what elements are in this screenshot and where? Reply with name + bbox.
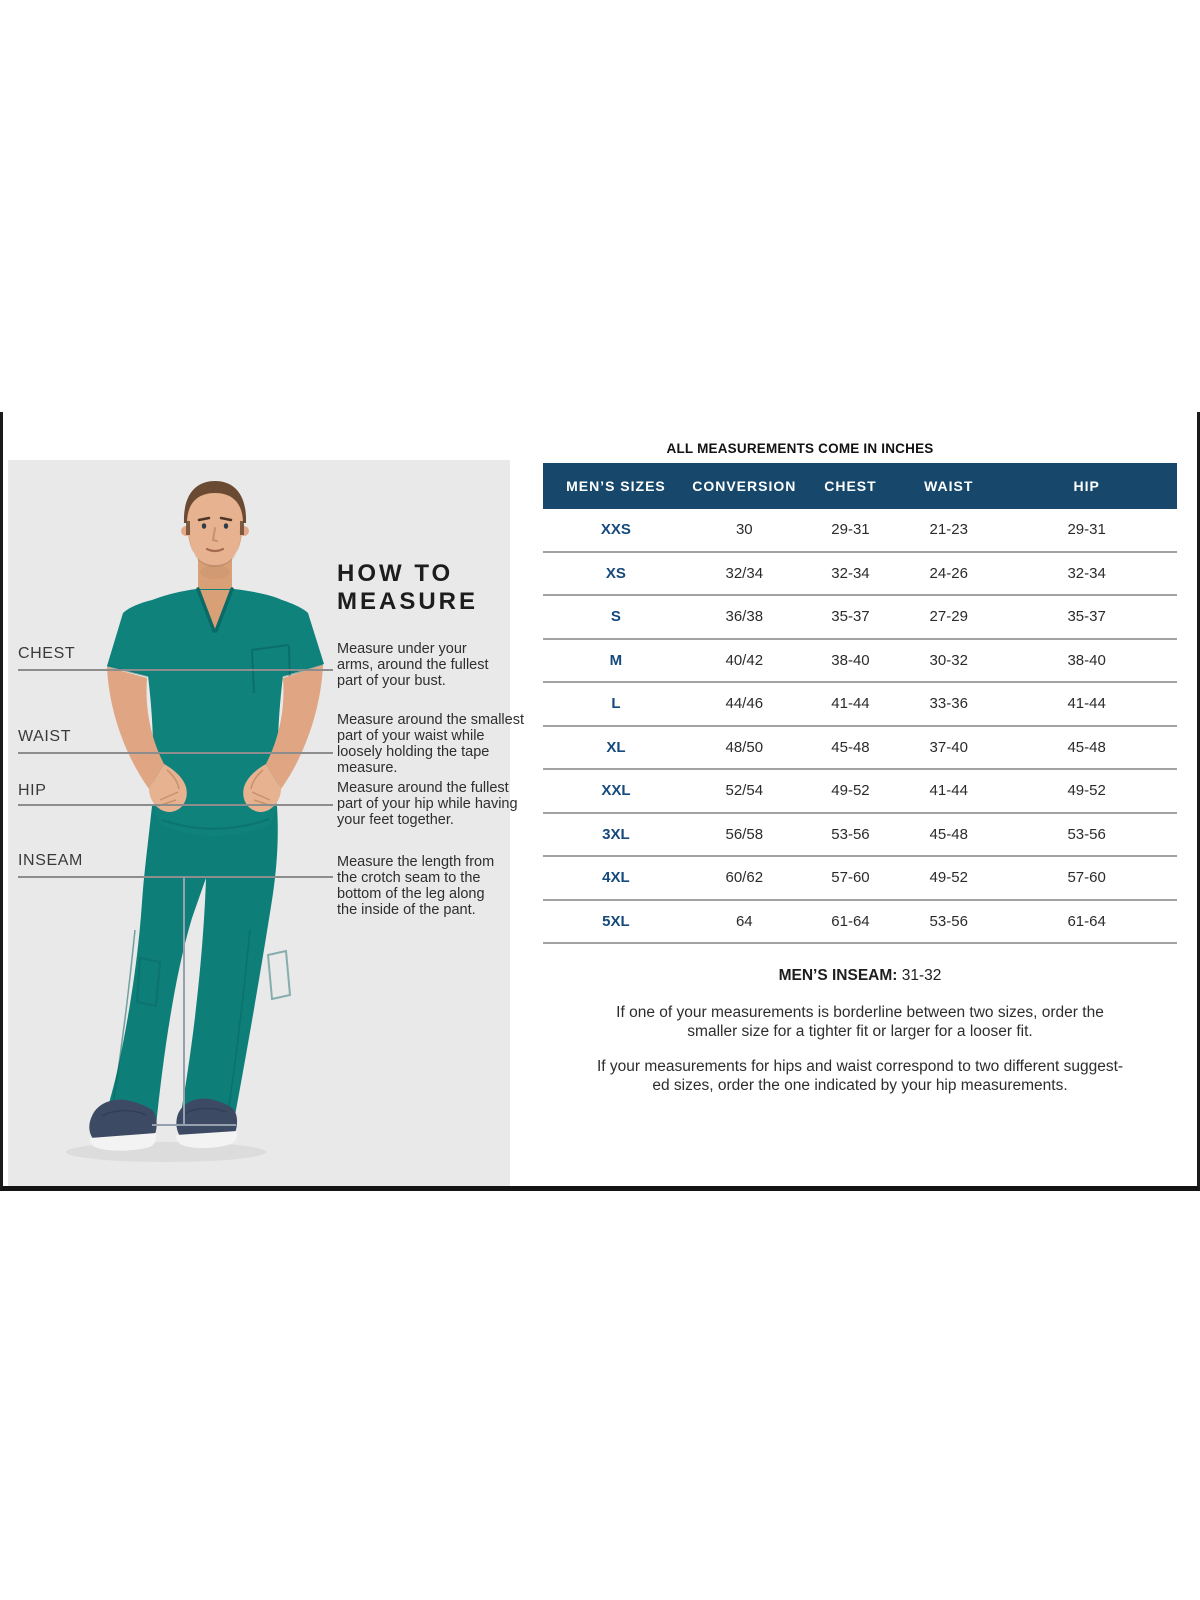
cell-waist: 53-56 (929, 912, 968, 930)
table-row: XS 32/34 32-34 24-26 32-34 (543, 553, 1177, 596)
cell-hip: 32-34 (1067, 564, 1106, 582)
how-to-measure-heading: HOW TO MEASURE (337, 560, 479, 615)
column-header-sizes: MEN’S SIZES (566, 478, 666, 494)
table-row: 3XL 56/58 53-56 45-48 53-56 (543, 814, 1177, 857)
cell-conversion: 60/62 (725, 869, 764, 887)
cell-hip: 57-60 (1067, 869, 1106, 887)
cell-size: S (610, 608, 621, 626)
waist-guide-line (18, 752, 333, 754)
cell-hip: 41-44 (1067, 695, 1106, 713)
cell-conversion: 56/58 (725, 825, 764, 843)
size-table-body: XXS 30 29-31 21-23 29-31 XS 32/34 32-34 … (543, 509, 1177, 944)
table-row: S 36/38 35-37 27-29 35-37 (543, 596, 1177, 640)
cell-size: L (611, 695, 621, 713)
table-title: ALL MEASUREMENTS COME IN INCHES (666, 441, 934, 456)
cell-size: 3XL (602, 825, 630, 843)
cell-waist: 33-36 (929, 695, 968, 713)
cell-size: XXS (600, 521, 631, 539)
cell-waist: 45-48 (929, 825, 968, 843)
cell-chest: 53-56 (831, 825, 870, 843)
inseam-label: INSEAM (18, 852, 83, 869)
cell-waist: 37-40 (929, 738, 968, 756)
cell-conversion: 40/42 (725, 651, 764, 669)
inseam-guide-line (18, 876, 333, 878)
cell-waist: 21-23 (929, 521, 968, 539)
cell-hip: 29-31 (1067, 521, 1106, 539)
waist-description: Measure around the smallest part of your… (337, 712, 524, 776)
size-table-header: MEN’S SIZES CONVERSION CHEST WAIST HIP (543, 463, 1177, 509)
table-row: 5XL 64 61-64 53-56 61-64 (543, 901, 1177, 944)
model-photo (8, 460, 510, 1186)
table-row: M 40/42 38-40 30-32 38-40 (543, 640, 1177, 683)
table-row: XL 48/50 45-48 37-40 45-48 (543, 727, 1177, 770)
cell-size: M (609, 651, 623, 669)
cell-hip: 61-64 (1067, 912, 1106, 930)
cell-chest: 38-40 (831, 651, 870, 669)
column-header-chest: CHEST (824, 478, 877, 494)
cell-chest: 61-64 (831, 912, 870, 930)
waist-label: WAIST (18, 728, 72, 745)
cell-chest: 49-52 (831, 782, 870, 800)
footnote-borderline-sizes: If one of your measurements is borderlin… (616, 1004, 1104, 1040)
hip-guide-line (18, 804, 333, 806)
mens-inseam-label: MEN’S INSEAM: (778, 967, 898, 984)
cell-conversion: 32/34 (725, 564, 764, 582)
cell-conversion: 44/46 (725, 695, 764, 713)
inseam-vertical-guide (183, 877, 185, 1124)
cell-chest: 57-60 (831, 869, 870, 887)
mens-inseam-value: 31-32 (897, 967, 942, 984)
cell-size: XXL (601, 782, 631, 800)
cell-conversion: 48/50 (725, 738, 764, 756)
cell-conversion: 30 (735, 521, 753, 539)
table-row: L 44/46 41-44 33-36 41-44 (543, 683, 1177, 727)
table-row: 4XL 60/62 57-60 49-52 57-60 (543, 857, 1177, 901)
cell-hip: 45-48 (1067, 738, 1106, 756)
cell-chest: 35-37 (831, 608, 870, 626)
scrubs-model-illustration (66, 481, 324, 1162)
cell-waist: 24-26 (929, 564, 968, 582)
cell-chest: 29-31 (831, 521, 870, 539)
cell-waist: 27-29 (929, 608, 968, 626)
cell-conversion: 52/54 (725, 782, 764, 800)
cell-size: XS (605, 564, 626, 582)
cell-hip: 38-40 (1067, 651, 1106, 669)
cell-chest: 41-44 (831, 695, 870, 713)
cell-conversion: 36/38 (725, 608, 764, 626)
chest-guide-line (18, 669, 333, 671)
table-row: XXS 30 29-31 21-23 29-31 (543, 509, 1177, 553)
inseam-description: Measure the length from the crotch seam … (337, 854, 495, 918)
column-header-conversion: CONVERSION (692, 478, 797, 494)
cell-size: 4XL (602, 869, 630, 887)
cell-waist: 41-44 (929, 782, 968, 800)
cell-conversion: 64 (735, 912, 753, 930)
cell-hip: 53-56 (1067, 825, 1106, 843)
cell-size: XL (606, 738, 626, 756)
mens-inseam-note: MEN’S INSEAM: 31-32 (543, 967, 1177, 985)
cell-chest: 45-48 (831, 738, 870, 756)
chest-description: Measure under your arms, around the full… (337, 641, 489, 689)
cell-hip: 49-52 (1067, 782, 1106, 800)
cell-chest: 32-34 (831, 564, 870, 582)
cell-size: 5XL (602, 912, 630, 930)
column-header-hip: HIP (1073, 478, 1100, 494)
chest-label: CHEST (18, 645, 76, 662)
inseam-foot-guide (152, 1124, 236, 1126)
table-row: XXL 52/54 49-52 41-44 49-52 (543, 770, 1177, 814)
footnote-hip-priority: If your measurements for hips and waist … (596, 1058, 1124, 1094)
cell-waist: 49-52 (929, 869, 968, 887)
hip-label: HIP (18, 782, 47, 799)
cell-hip: 35-37 (1067, 608, 1106, 626)
cell-waist: 30-32 (929, 651, 968, 669)
column-header-waist: WAIST (924, 478, 974, 494)
hip-description: Measure around the fullest part of your … (337, 780, 518, 828)
section-frame (0, 412, 1200, 1191)
